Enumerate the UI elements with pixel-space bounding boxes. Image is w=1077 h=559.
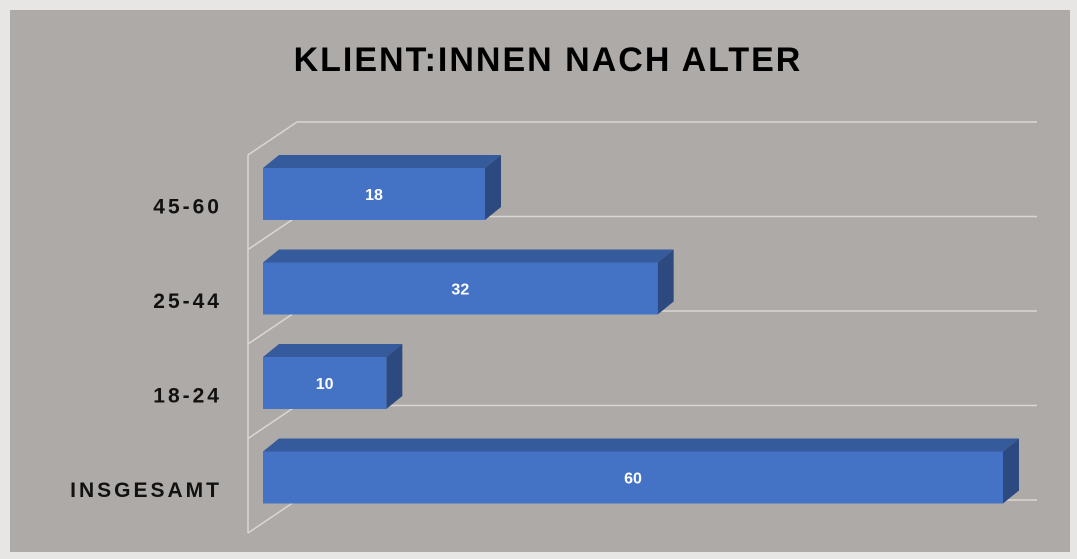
category-label: 45-60 (153, 196, 222, 219)
bar-side (485, 155, 501, 220)
bar-side (1003, 438, 1019, 504)
bar-top (263, 344, 403, 357)
bar-side (657, 249, 674, 315)
bar-top (263, 249, 674, 263)
bar (263, 262, 658, 315)
bar (263, 357, 387, 409)
data-label: 60 (624, 471, 642, 488)
bar-top (263, 155, 501, 168)
bar-top (263, 438, 1019, 452)
data-label: 32 (451, 282, 469, 299)
bar-side (386, 344, 403, 409)
bar (263, 168, 485, 220)
chart-title: KLIENT:INNEN NACH ALTER (294, 41, 803, 79)
category-label: 25-44 (153, 290, 222, 313)
data-label: 18 (365, 187, 383, 204)
category-label: INSGESAMT (70, 479, 222, 502)
data-label: 10 (316, 376, 334, 393)
bar (263, 451, 1003, 504)
wall-line (247, 121, 1037, 156)
category-label: 18-24 (153, 385, 222, 408)
